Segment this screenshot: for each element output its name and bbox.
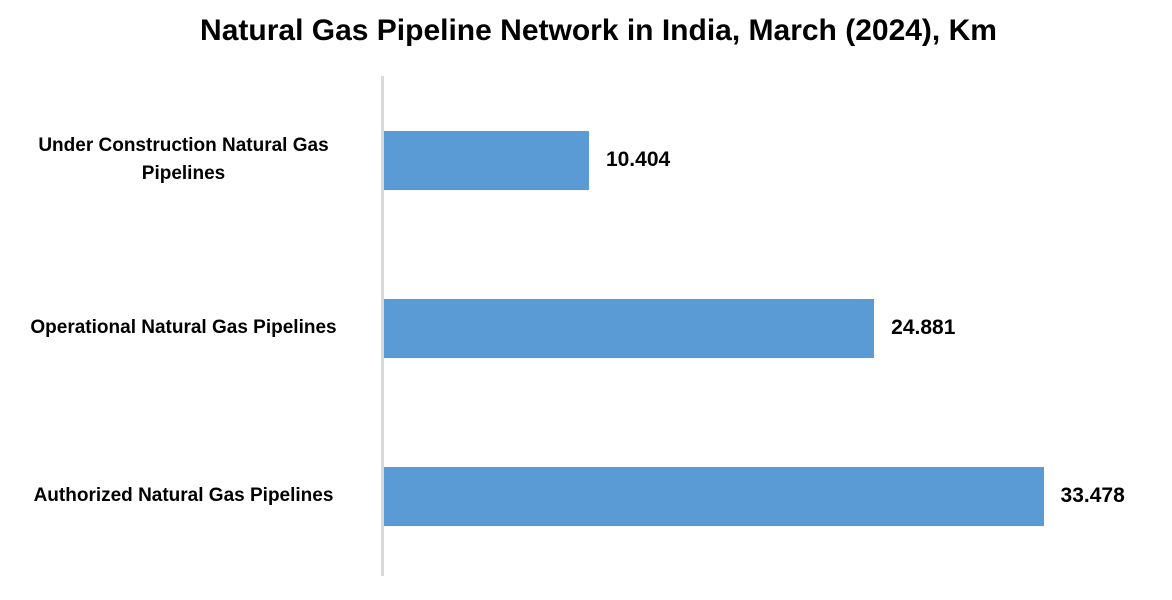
value-label: 24.881	[891, 316, 956, 339]
y-axis-line	[381, 76, 384, 576]
plot-area: Under Construction Natural Gas Pipelines…	[0, 76, 1172, 580]
value-label: 33.478	[1060, 484, 1125, 507]
bar-under-construction	[384, 130, 589, 190]
value-label: 10.404	[605, 148, 671, 171]
bar-track: 10.404	[384, 76, 1172, 244]
bar-row-operational: Operational Natural Gas Pipelines 24.881	[0, 244, 1172, 412]
bar-row-under-construction: Under Construction Natural Gas Pipelines…	[0, 76, 1172, 244]
bar-authorized	[384, 466, 1044, 526]
bar-track: 33.478	[384, 412, 1172, 580]
chart-title: Natural Gas Pipeline Network in India, M…	[200, 14, 997, 47]
category-label: Authorized Natural Gas Pipelines	[33, 485, 334, 507]
bar-track: 24.881	[384, 244, 1172, 412]
bar-operational	[384, 298, 875, 358]
bar-row-authorized: Authorized Natural Gas Pipelines 33.478	[0, 412, 1172, 580]
category-label: Operational Natural Gas Pipelines	[30, 317, 337, 339]
category-label: Under Construction Natural Gas Pipelines	[38, 135, 329, 184]
